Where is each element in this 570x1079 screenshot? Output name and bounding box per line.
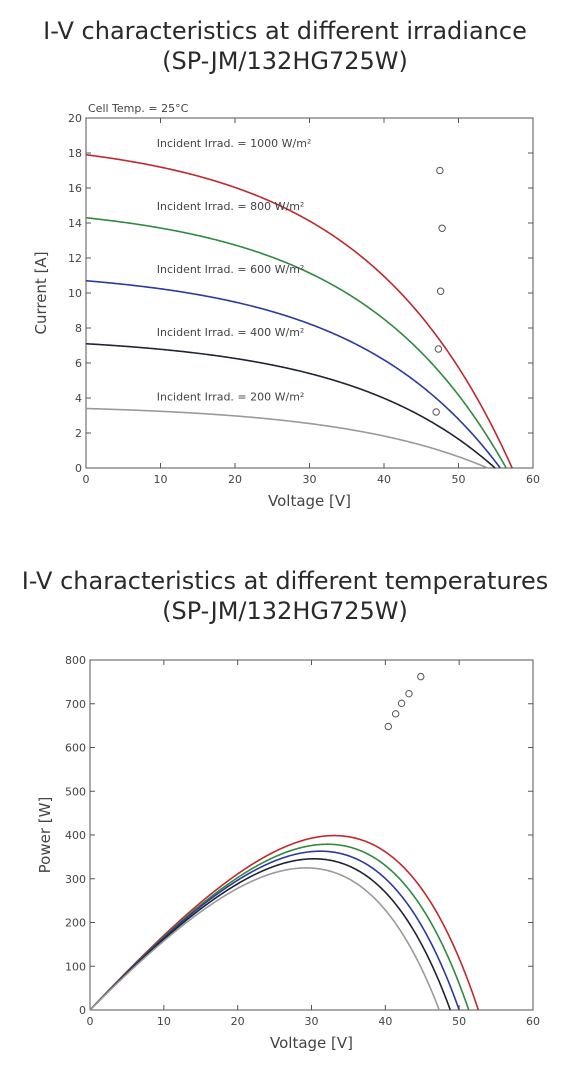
iv-x-axis-label: Voltage [V] (268, 492, 351, 510)
pv-y-tick-label: 700 (65, 698, 86, 711)
iv-y-tick-label: 2 (75, 427, 82, 440)
pv-series-line-0 (89, 834, 480, 1011)
iv-series-line-4 (85, 407, 488, 469)
pv-mpp-marker-1 (405, 689, 413, 698)
pv-series-line-2 (89, 850, 460, 1011)
pv-y-tick-label: 500 (65, 785, 86, 798)
iv-mpp-marker-0 (436, 166, 444, 175)
iv-mpp-marker-3 (434, 345, 443, 353)
iv-y-tick-label: 0 (75, 462, 82, 475)
pv-y-tick-label: 0 (79, 1004, 86, 1017)
pv-x-tick-label: 0 (87, 1015, 94, 1028)
pv-chart: 0 10 20 30 40 50 600100200300400500600700800Vo… (36, 654, 540, 1052)
iv-x-tick-label: 50 (452, 473, 466, 486)
iv-chart-title-line1: I-V characteristics at different irradia… (43, 17, 527, 45)
iv-series-line-3 (85, 342, 496, 469)
iv-y-tick-label: 4 (75, 392, 82, 405)
pv-y-tick-label: 100 (65, 960, 86, 973)
iv-y-tick-label: 14 (68, 217, 82, 230)
pv-y-axis-label: Power [W] (36, 797, 54, 874)
pv-series-line-3 (89, 858, 452, 1011)
pv-x-tick-label: 20 (231, 1015, 245, 1028)
pv-mpp-marker-0 (417, 672, 425, 681)
pv-series-line-4 (89, 867, 440, 1011)
pv-x-tick-label: 40 (378, 1015, 392, 1028)
pv-y-tick-label: 800 (65, 654, 86, 667)
pv-y-tick-label: 300 (65, 873, 86, 886)
iv-x-tick-label: 40 (377, 473, 391, 486)
pv-chart-title-line1: I-V characteristics at different tempera… (21, 567, 549, 595)
pv-mpp-marker-2 (397, 699, 406, 708)
iv-y-axis-label: Current [A] (32, 251, 50, 334)
iv-y-tick-label: 16 (68, 182, 82, 195)
iv-x-tick-label: 0 (83, 473, 90, 486)
iv-series-line-0 (85, 153, 513, 469)
pv-y-tick-label: 200 (65, 917, 86, 930)
pv-mpp-marker-3 (391, 710, 400, 718)
iv-series-line-2 (85, 279, 501, 469)
pv-y-tick-label: 400 (65, 829, 86, 842)
iv-mpp-marker-1 (438, 224, 446, 232)
pv-y-tick-label: 600 (65, 742, 86, 755)
iv-series-label-4: Incident Irrad. = 200 W/m² (157, 391, 305, 404)
iv-y-tick-label: 18 (68, 147, 82, 160)
iv-y-tick-label: 8 (75, 322, 82, 335)
iv-y-tick-label: 6 (75, 357, 82, 370)
pv-plot-frame (89, 659, 534, 1011)
iv-series-label-0: Incident Irrad. = 1000 W/m² (157, 137, 312, 150)
iv-x-tick-label: 20 (228, 473, 242, 486)
iv-mpp-marker-4 (432, 408, 440, 416)
iv-mpp-marker-2 (436, 287, 445, 295)
iv-series-label-1: Incident Irrad. = 800 W/m² (157, 200, 305, 213)
pv-chart-title-line2: (SP-JM/132HG725W) (162, 597, 408, 625)
pv-x-axis-label: Voltage [V] (270, 1034, 353, 1052)
pv-x-tick-label: 50 (452, 1015, 466, 1028)
iv-chart: 0 10 20 30 40 50 60 0 2 4 6 8 10 12 14 16 18 20 Voltage [V… (32, 102, 540, 510)
pv-x-tick-label: 10 (157, 1015, 171, 1028)
iv-x-tick-label: 10 (154, 473, 168, 486)
iv-x-tick-label: 60 (526, 473, 540, 486)
iv-series-label-3: Incident Irrad. = 400 W/m² (157, 326, 305, 339)
iv-x-tick-label: 30 (303, 473, 317, 486)
iv-chart-title-line2: (SP-JM/132HG725W) (162, 47, 408, 75)
iv-y-tick-label: 10 (68, 287, 82, 300)
iv-cell-temp-annotation: Cell Temp. = 25°C (88, 102, 189, 115)
iv-plot-frame (85, 117, 534, 469)
iv-series-label-2: Incident Irrad. = 600 W/m² (157, 263, 305, 276)
pv-x-tick-label: 30 (305, 1015, 319, 1028)
iv-series-line-1 (85, 216, 507, 469)
iv-y-tick-label: 20 (68, 112, 82, 125)
pv-x-tick-label: 60 (526, 1015, 540, 1028)
iv-y-tick-label: 12 (68, 252, 82, 265)
pv-mpp-marker-4 (384, 722, 392, 731)
